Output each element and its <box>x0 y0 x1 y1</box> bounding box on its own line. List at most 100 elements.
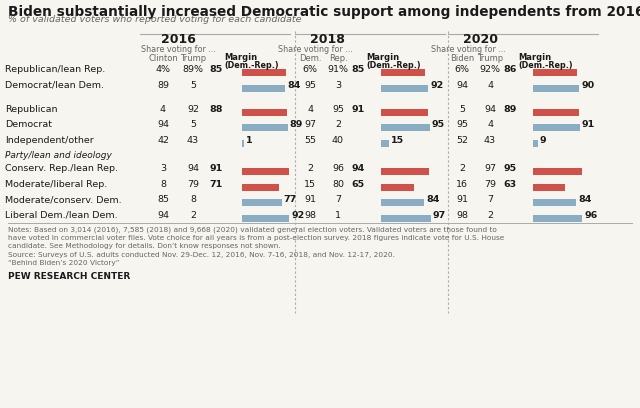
Text: 43: 43 <box>484 135 496 144</box>
Text: 15: 15 <box>391 135 404 144</box>
Bar <box>242 184 278 191</box>
Text: 91: 91 <box>304 195 316 204</box>
Bar <box>381 85 428 92</box>
Text: 89: 89 <box>290 120 303 129</box>
Text: 2016: 2016 <box>161 33 195 46</box>
Text: Margin: Margin <box>366 53 399 62</box>
Text: Biden substantially increased Democratic support among independents from 2016: Biden substantially increased Democratic… <box>8 5 640 19</box>
Bar <box>381 140 388 147</box>
Text: 4: 4 <box>487 80 493 89</box>
Text: 5: 5 <box>190 120 196 129</box>
Text: 2: 2 <box>487 211 493 220</box>
Text: Margin: Margin <box>224 53 257 62</box>
Text: Rep.: Rep. <box>328 54 348 63</box>
Text: have voted in commercial voter files. Vote choice for all years is from a post-e: have voted in commercial voter files. Vo… <box>8 235 504 241</box>
Text: 92%: 92% <box>479 65 500 74</box>
Text: 71: 71 <box>210 180 223 188</box>
Bar <box>242 69 286 76</box>
Text: 94: 94 <box>187 164 199 173</box>
Text: PEW RESEARCH CENTER: PEW RESEARCH CENTER <box>8 272 131 281</box>
Text: 2020: 2020 <box>463 33 497 46</box>
Text: 8: 8 <box>160 180 166 188</box>
Text: Dem.: Dem. <box>299 54 321 63</box>
Text: Conserv. Rep./lean Rep.: Conserv. Rep./lean Rep. <box>5 164 118 173</box>
Text: 96: 96 <box>332 164 344 173</box>
Text: 7: 7 <box>487 195 493 204</box>
Text: 77: 77 <box>284 195 297 204</box>
Text: 86: 86 <box>504 65 517 74</box>
Bar <box>242 169 289 175</box>
Text: 6%: 6% <box>303 65 317 74</box>
Text: 97: 97 <box>433 211 446 220</box>
Text: candidate. See Methodology for details. Don’t know responses not shown.: candidate. See Methodology for details. … <box>8 243 281 249</box>
Bar <box>242 85 285 92</box>
Text: Trump: Trump <box>477 54 503 63</box>
Bar <box>381 124 430 131</box>
Text: 1: 1 <box>246 135 252 144</box>
Bar <box>242 215 289 222</box>
Bar <box>381 200 424 206</box>
Text: Moderate/liberal Rep.: Moderate/liberal Rep. <box>5 180 108 188</box>
Text: 91: 91 <box>582 120 595 129</box>
Text: Republican: Republican <box>5 104 58 113</box>
Text: 4: 4 <box>160 104 166 113</box>
Text: 92: 92 <box>291 211 305 220</box>
Text: 97: 97 <box>304 120 316 129</box>
Text: 97: 97 <box>484 164 496 173</box>
Text: 2: 2 <box>335 120 341 129</box>
Text: Biden: Biden <box>450 54 474 63</box>
Bar <box>533 69 577 76</box>
Text: 16: 16 <box>456 180 468 188</box>
Text: 92: 92 <box>430 80 444 89</box>
Text: 95: 95 <box>456 120 468 129</box>
Text: 79: 79 <box>187 180 199 188</box>
Text: Margin: Margin <box>518 53 551 62</box>
Text: Trump: Trump <box>180 54 206 63</box>
Bar <box>381 169 429 175</box>
Text: 91%: 91% <box>328 65 349 74</box>
Text: 89: 89 <box>504 104 517 113</box>
Bar <box>242 140 243 147</box>
Bar <box>533 109 579 116</box>
Text: 85: 85 <box>157 195 169 204</box>
Bar <box>381 109 428 116</box>
Bar <box>533 215 582 222</box>
Bar <box>242 109 287 116</box>
Text: 5: 5 <box>190 80 196 89</box>
Text: 4%: 4% <box>156 65 170 74</box>
Bar <box>533 85 579 92</box>
Text: 4: 4 <box>487 120 493 129</box>
Text: 1: 1 <box>335 211 341 220</box>
Text: 89%: 89% <box>182 65 204 74</box>
Text: % of validated voters who reported voting for each candidate: % of validated voters who reported votin… <box>8 15 301 24</box>
Text: 80: 80 <box>332 180 344 188</box>
Text: 91: 91 <box>456 195 468 204</box>
Text: 5: 5 <box>459 104 465 113</box>
Text: 85: 85 <box>210 65 223 74</box>
Text: 91: 91 <box>210 164 223 173</box>
Text: 94: 94 <box>484 104 496 113</box>
Text: 92: 92 <box>187 104 199 113</box>
Text: Liberal Dem./lean Dem.: Liberal Dem./lean Dem. <box>5 211 118 220</box>
Bar <box>533 124 580 131</box>
Text: 7: 7 <box>335 195 341 204</box>
Text: 4: 4 <box>307 104 313 113</box>
Text: 95: 95 <box>432 120 445 129</box>
Text: Share voting for ...: Share voting for ... <box>278 45 353 54</box>
Text: 2: 2 <box>459 164 465 173</box>
Bar <box>381 215 431 222</box>
Text: 94: 94 <box>157 120 169 129</box>
Text: Notes: Based on 3,014 (2016), 7,585 (2018) and 9,668 (2020) validated general el: Notes: Based on 3,014 (2016), 7,585 (201… <box>8 226 497 233</box>
Text: Clinton: Clinton <box>148 54 178 63</box>
Text: 94: 94 <box>456 80 468 89</box>
Bar <box>242 200 282 206</box>
Text: 55: 55 <box>304 135 316 144</box>
Text: 3: 3 <box>160 164 166 173</box>
Text: Moderate/conserv. Dem.: Moderate/conserv. Dem. <box>5 195 122 204</box>
Bar <box>533 169 582 175</box>
Text: 95: 95 <box>504 164 517 173</box>
Text: 98: 98 <box>304 211 316 220</box>
Text: 95: 95 <box>332 104 344 113</box>
Text: 89: 89 <box>157 80 169 89</box>
Text: 2018: 2018 <box>310 33 344 46</box>
